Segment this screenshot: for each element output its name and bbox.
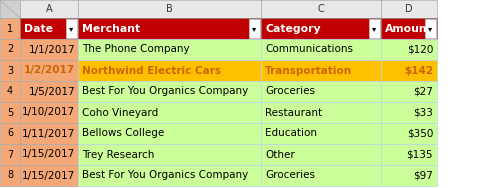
Bar xyxy=(78,144,261,165)
Bar xyxy=(20,165,78,186)
Bar xyxy=(20,81,78,102)
Bar xyxy=(20,39,78,60)
Bar xyxy=(78,123,261,144)
Bar xyxy=(369,19,380,38)
Bar xyxy=(381,39,437,60)
Text: 1/5/2017: 1/5/2017 xyxy=(29,86,75,96)
Text: 7: 7 xyxy=(7,149,13,159)
Text: Date: Date xyxy=(24,24,53,33)
Text: 1/11/2017: 1/11/2017 xyxy=(22,129,75,139)
Bar xyxy=(78,102,261,123)
Text: A: A xyxy=(45,4,52,14)
Bar xyxy=(66,19,77,38)
Text: Bellows College: Bellows College xyxy=(82,129,164,139)
Bar xyxy=(0,18,20,39)
Bar xyxy=(261,60,381,81)
Text: Education: Education xyxy=(265,129,317,139)
Bar xyxy=(381,165,437,186)
Text: 3: 3 xyxy=(7,65,13,76)
Text: Other: Other xyxy=(265,149,295,159)
Bar xyxy=(381,18,437,39)
Bar xyxy=(0,144,20,165)
Text: C: C xyxy=(318,4,324,14)
Bar xyxy=(78,39,261,60)
Bar xyxy=(20,123,78,144)
Text: $27: $27 xyxy=(413,86,433,96)
Bar xyxy=(381,102,437,123)
Text: $120: $120 xyxy=(407,45,433,55)
Text: B: B xyxy=(166,4,173,14)
Text: Merchant: Merchant xyxy=(82,24,140,33)
Bar xyxy=(0,0,20,18)
Bar xyxy=(261,18,381,39)
Text: ▾: ▾ xyxy=(372,24,377,33)
Text: 1/1/2017: 1/1/2017 xyxy=(29,45,75,55)
Text: Coho Vineyard: Coho Vineyard xyxy=(82,108,158,118)
Text: Northwind Electric Cars: Northwind Electric Cars xyxy=(82,65,221,76)
Text: 1/2/2017: 1/2/2017 xyxy=(24,65,75,76)
Text: 1/15/2017: 1/15/2017 xyxy=(22,149,75,159)
Bar xyxy=(261,165,381,186)
Text: $97: $97 xyxy=(413,171,433,180)
Bar xyxy=(20,18,78,39)
Text: 6: 6 xyxy=(7,129,13,139)
Bar xyxy=(0,102,20,123)
Bar xyxy=(0,123,20,144)
Text: Groceries: Groceries xyxy=(265,171,315,180)
Text: The Phone Company: The Phone Company xyxy=(82,45,190,55)
Text: ▾: ▾ xyxy=(252,24,257,33)
Text: Communications: Communications xyxy=(265,45,353,55)
Bar xyxy=(381,123,437,144)
Bar xyxy=(425,19,436,38)
Text: Restaurant: Restaurant xyxy=(265,108,322,118)
Bar xyxy=(0,39,20,60)
Text: ▾: ▾ xyxy=(428,24,433,33)
Text: Groceries: Groceries xyxy=(265,86,315,96)
Bar xyxy=(0,81,20,102)
Text: $135: $135 xyxy=(407,149,433,159)
Bar xyxy=(261,102,381,123)
Text: Trey Research: Trey Research xyxy=(82,149,154,159)
Bar xyxy=(78,60,261,81)
Bar xyxy=(381,60,437,81)
Text: 1: 1 xyxy=(7,24,13,33)
Bar xyxy=(20,102,78,123)
Text: $142: $142 xyxy=(404,65,433,76)
Bar xyxy=(78,0,261,18)
Bar xyxy=(20,0,78,18)
Text: Category: Category xyxy=(265,24,320,33)
Text: 4: 4 xyxy=(7,86,13,96)
Text: 8: 8 xyxy=(7,171,13,180)
Bar xyxy=(261,0,381,18)
Text: 1/10/2017: 1/10/2017 xyxy=(22,108,75,118)
Bar xyxy=(261,39,381,60)
Text: D: D xyxy=(405,4,413,14)
Text: Amount: Amount xyxy=(385,24,433,33)
Bar xyxy=(20,60,78,81)
Text: 1/15/2017: 1/15/2017 xyxy=(22,171,75,180)
Text: 5: 5 xyxy=(7,108,13,118)
Bar xyxy=(20,144,78,165)
Bar xyxy=(78,81,261,102)
Bar xyxy=(261,144,381,165)
Bar xyxy=(249,19,260,38)
Bar xyxy=(261,81,381,102)
Bar xyxy=(78,165,261,186)
Text: Best For You Organics Company: Best For You Organics Company xyxy=(82,171,248,180)
Bar xyxy=(0,60,20,81)
Bar xyxy=(381,0,437,18)
Text: Transportation: Transportation xyxy=(265,65,352,76)
Bar xyxy=(381,81,437,102)
Bar xyxy=(381,144,437,165)
Text: $350: $350 xyxy=(407,129,433,139)
Bar xyxy=(261,123,381,144)
Text: 2: 2 xyxy=(7,45,13,55)
Text: ▾: ▾ xyxy=(69,24,74,33)
Bar xyxy=(0,165,20,186)
Bar xyxy=(78,18,261,39)
Text: $33: $33 xyxy=(413,108,433,118)
Text: Best For You Organics Company: Best For You Organics Company xyxy=(82,86,248,96)
